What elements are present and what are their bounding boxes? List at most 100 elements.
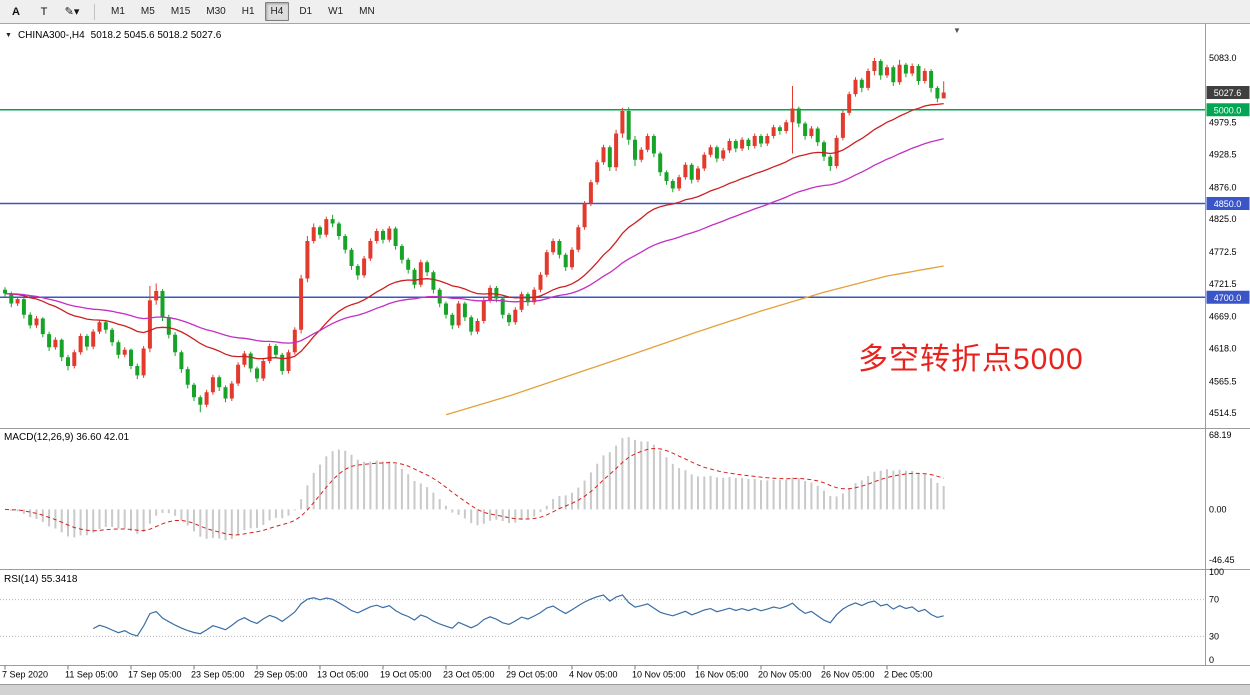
candle-body [78, 336, 83, 353]
candle-body [368, 241, 373, 259]
price-axis-label: 4514.5 [1209, 408, 1237, 418]
candle-body [866, 71, 871, 88]
candle-body [853, 79, 858, 95]
candle-body [626, 111, 631, 140]
candle-body [897, 64, 902, 83]
date-label: 10 Nov 05:00 [632, 670, 686, 680]
cursor-tool-button[interactable]: A [12, 5, 20, 18]
candle-body [513, 309, 518, 323]
candle-body [255, 368, 259, 379]
toolbar-separator [94, 3, 95, 20]
drawing-tools-group: A T ✎▾ [4, 3, 88, 21]
timeframe-mn-button[interactable]: MN [359, 6, 375, 17]
candle-body [362, 258, 367, 276]
candle-body [727, 141, 732, 151]
price-axis-label: 4979.5 [1209, 118, 1237, 128]
chart-expand-icon[interactable]: ▼ [5, 32, 12, 39]
candle-body [97, 322, 102, 332]
chart-canvas[interactable]: 68.19 0.00 -46.45 100 70 30 0 5083.0 4979.5 4928.… [0, 24, 1250, 684]
candle-body [273, 346, 278, 355]
chart-text-annotation[interactable]: 多空转折点5000 [858, 343, 1084, 376]
candle-body [784, 122, 789, 131]
candle-body [217, 377, 222, 388]
candle-body [507, 314, 511, 323]
candle-body [683, 164, 688, 178]
price-axis-label: 4721.5 [1209, 279, 1237, 289]
rsi-scale-label: 30 [1209, 631, 1219, 641]
rsi-line [92, 594, 944, 637]
date-axis[interactable]: 7 Sep 2020 11 Sep 05:00 17 Sep 05:00 23 Sep… [2, 665, 933, 680]
candle-body [406, 259, 411, 270]
candle-body [330, 219, 335, 224]
timeframe-m15-button[interactable]: M15 [170, 6, 191, 17]
candle-body [872, 61, 877, 71]
candle-body [179, 352, 184, 370]
candle-body [147, 300, 152, 349]
candle-body [28, 314, 33, 326]
candle-body [198, 397, 203, 405]
candle-body [135, 366, 140, 376]
level-4850.0-badge-label: 4850.0 [1214, 199, 1242, 209]
candle-body [935, 87, 940, 99]
level-4850.0-badge [1206, 197, 1250, 210]
price-axis[interactable]: 5083.0 4979.5 4928.5 4876.0 4825.0 4772.5 4721… [1206, 53, 1250, 418]
candle-body [752, 136, 757, 146]
macd-pane: 68.19 0.00 -46.45 [4, 430, 1235, 565]
timeframe-h1-button[interactable]: H1 [241, 6, 255, 17]
candle-body [72, 352, 77, 366]
candle-body [412, 269, 417, 285]
candle-body [639, 149, 644, 160]
candle-body [456, 303, 461, 326]
date-label: 26 Nov 05:00 [821, 670, 875, 680]
text-tool-button[interactable]: T [40, 5, 48, 18]
timeframe-w1-button[interactable]: W1 [328, 6, 344, 17]
candle-body [223, 387, 228, 399]
date-label: 2 Dec 05:00 [884, 670, 933, 680]
ma-mid-line [4, 138, 944, 344]
price-axis-label: 4669.0 [1209, 312, 1237, 322]
candle-body [910, 66, 915, 74]
candle-body [500, 298, 505, 315]
candle-body [878, 61, 883, 76]
draw-tool-button[interactable]: ✎▾ [64, 6, 80, 18]
candle-body [305, 241, 310, 279]
candle-body [286, 352, 291, 371]
chart-title: ▼ CHINA300-,H4 5018.2 5045.6 5018.2 5027… [5, 30, 221, 41]
candle-body [538, 274, 543, 290]
price-axis-label: 4772.5 [1209, 247, 1237, 257]
candle-body [21, 299, 26, 315]
candle-body [185, 369, 190, 385]
candle-body [828, 156, 833, 166]
timeframe-m5-button[interactable]: M5 [140, 6, 155, 17]
candle-body [689, 164, 694, 180]
rsi-indicator-label: RSI(14) 55.3418 [4, 574, 78, 585]
candle-body [103, 322, 108, 330]
price-axis-label: 5083.0 [1209, 53, 1237, 63]
candle-body [210, 377, 215, 393]
chart-shift-marker-icon[interactable]: ▼ [953, 26, 961, 35]
candle-body [765, 136, 770, 144]
candle-body [595, 162, 600, 183]
candle-body [847, 94, 852, 113]
candle-body [532, 289, 537, 303]
timeframe-h4-button[interactable]: H4 [264, 2, 290, 21]
candle-body [129, 349, 133, 366]
chart-area[interactable]: 68.19 0.00 -46.45 100 70 30 0 5083.0 4979.5 4928.… [0, 24, 1250, 684]
timeframes-group: M1 M5 M15 M30 H1 H4 D1 W1 MN [105, 2, 385, 21]
timeframe-m1-button[interactable]: M1 [111, 6, 125, 17]
level-5000.0-badge-label: 5000.0 [1214, 105, 1242, 115]
date-label: 29 Oct 05:00 [506, 670, 558, 680]
date-label: 13 Oct 05:00 [317, 670, 369, 680]
candle-body [891, 67, 896, 83]
macd-scale-label: -46.45 [1209, 555, 1235, 565]
macd-indicator-label: MACD(12,26,9) 36.60 42.01 [4, 432, 130, 443]
macd-scale-label: 0.00 [1209, 504, 1227, 514]
date-label: 20 Nov 05:00 [758, 670, 812, 680]
candle-body [551, 241, 556, 253]
candle-body [803, 123, 808, 136]
timeframe-d1-button[interactable]: D1 [299, 6, 313, 17]
timeframe-m30-button[interactable]: M30 [206, 6, 226, 17]
macd-scale-label: 68.19 [1209, 430, 1232, 440]
candle-body [122, 349, 127, 355]
candle-body [40, 318, 45, 335]
